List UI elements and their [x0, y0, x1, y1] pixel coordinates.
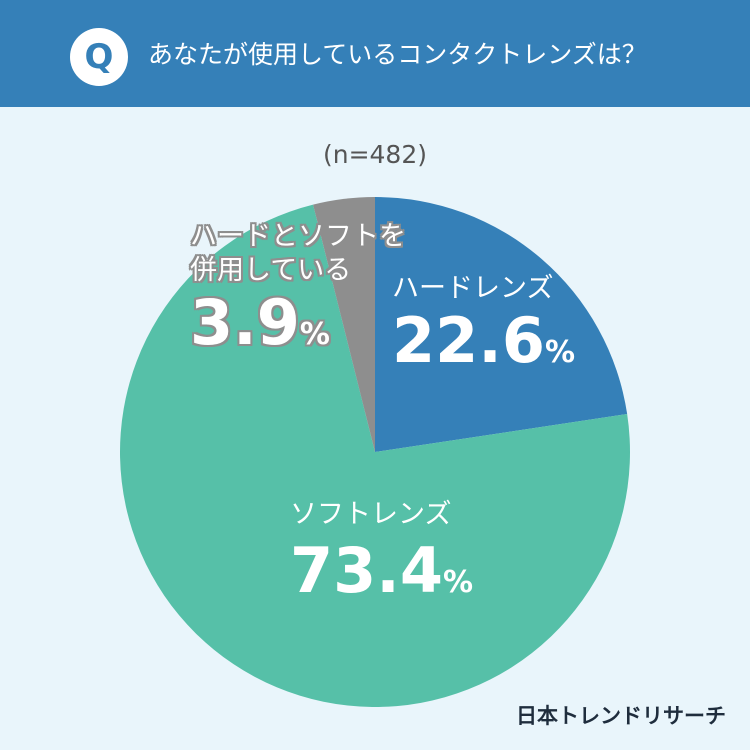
label-soft-name: ソフトレンズ	[290, 499, 452, 530]
label-soft-value-wrap: 73.4%	[290, 536, 473, 618]
label-hard-name: ハードレンズ	[392, 273, 554, 304]
label-both: ハードとソフトを 併用している 3.9%	[190, 220, 406, 370]
label-hard-value: 22.6	[392, 304, 545, 377]
pie-slice-hard	[375, 197, 628, 452]
sample-size: (n=482)	[322, 140, 428, 169]
label-both-unit: %	[299, 317, 330, 352]
brand-logo: 日本トレンドリサーチ	[516, 704, 726, 728]
label-hard-unit: %	[544, 335, 576, 370]
label-hard-value-wrap: 22.6%	[392, 306, 575, 388]
pie-slice-both	[313, 197, 375, 452]
label-soft-unit: %	[442, 565, 474, 600]
label-both-value-wrap: 3.9%	[190, 288, 406, 370]
label-both-name-2: 併用している	[190, 255, 352, 286]
label-both-name-1: ハードとソフトを	[190, 221, 406, 252]
question-title: あなたが使用しているコンタクトレンズは？	[148, 40, 647, 69]
label-both-value: 3.9	[190, 286, 300, 359]
q-badge-icon: Q	[70, 28, 128, 86]
pie-slice-soft	[120, 204, 631, 707]
label-soft-value: 73.4	[290, 534, 443, 607]
label-soft: ソフトレンズ 73.4%	[290, 498, 473, 618]
label-hard: ハードレンズ 22.6%	[392, 272, 575, 388]
header-bar: Q あなたが使用しているコンタクトレンズは？	[0, 0, 750, 107]
